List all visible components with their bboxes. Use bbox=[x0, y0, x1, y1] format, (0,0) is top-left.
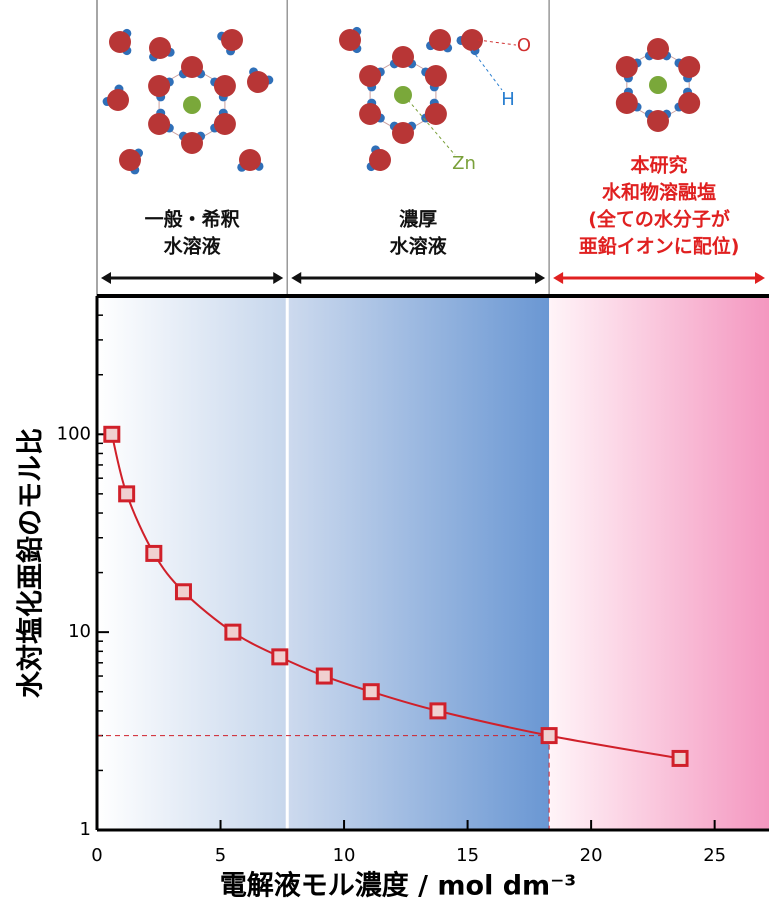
o-atom bbox=[425, 103, 447, 125]
o-atom bbox=[149, 37, 171, 59]
chart: 電解液モル濃度 / mol dm⁻³ 水対塩化亜鉛のモル比 一般・希釈水溶液 濃厚… bbox=[0, 0, 769, 914]
o-atom bbox=[119, 149, 141, 171]
y-tick-label: 100 bbox=[57, 423, 91, 444]
data-point bbox=[364, 685, 378, 699]
data-point bbox=[120, 487, 134, 501]
o-atom bbox=[678, 56, 700, 78]
o-atom bbox=[214, 75, 236, 97]
x-tick-label: 20 bbox=[580, 845, 603, 866]
x-tick-label: 25 bbox=[703, 845, 726, 866]
o-atom bbox=[109, 31, 131, 53]
o-atom bbox=[647, 110, 669, 132]
o-atom bbox=[392, 122, 414, 144]
o-atom bbox=[339, 29, 361, 51]
o-atom bbox=[148, 113, 170, 135]
o-atom bbox=[359, 65, 381, 87]
o-atom bbox=[239, 149, 261, 171]
x-tick-label: 10 bbox=[333, 845, 356, 866]
region-label: 濃厚 bbox=[399, 209, 437, 231]
o-atom bbox=[107, 89, 129, 111]
region-label: 水溶液 bbox=[164, 235, 222, 258]
data-point bbox=[273, 650, 287, 664]
o-atom bbox=[369, 149, 391, 171]
o-atom bbox=[214, 113, 236, 135]
x-tick-label: 0 bbox=[91, 845, 102, 866]
data-point bbox=[317, 669, 331, 683]
zn-atom bbox=[183, 96, 201, 114]
o-atom bbox=[181, 132, 203, 154]
data-point bbox=[673, 751, 687, 765]
o-atom bbox=[616, 56, 638, 78]
region-label: 水和物溶融塩 bbox=[602, 181, 716, 204]
o-atom bbox=[148, 75, 170, 97]
x-tick-label: 5 bbox=[215, 845, 226, 866]
o-atom bbox=[616, 92, 638, 114]
x-axis-label: 電解液モル濃度 / mol dm⁻³ bbox=[220, 870, 577, 902]
o-atom bbox=[221, 29, 243, 51]
data-point bbox=[542, 729, 556, 743]
data-point bbox=[431, 704, 445, 718]
region-label: 亜鉛イオンに配位) bbox=[579, 235, 740, 258]
guide bbox=[472, 50, 502, 90]
guide bbox=[478, 40, 516, 45]
data-point bbox=[147, 546, 161, 560]
region-label: (全ての水分子が bbox=[588, 208, 730, 231]
data-point bbox=[105, 427, 119, 441]
o-atom bbox=[425, 65, 447, 87]
data-point bbox=[176, 585, 190, 599]
o-atom bbox=[359, 103, 381, 125]
data-point bbox=[226, 625, 240, 639]
o-atom bbox=[247, 71, 269, 93]
y-tick-label: 10 bbox=[68, 621, 91, 642]
o-atom bbox=[181, 56, 203, 78]
atom-label: H bbox=[501, 89, 515, 110]
region-label: 本研究 bbox=[631, 154, 688, 177]
o-atom bbox=[647, 38, 669, 60]
region-label: 一般・希釈 bbox=[145, 208, 241, 231]
atom-label: Zn bbox=[452, 153, 476, 174]
region-band bbox=[549, 296, 769, 830]
o-atom bbox=[678, 92, 700, 114]
x-tick-label: 15 bbox=[456, 845, 479, 866]
region-band bbox=[287, 296, 549, 830]
o-atom bbox=[392, 46, 414, 68]
region-label: 水溶液 bbox=[390, 235, 448, 258]
molecule-illustrations bbox=[103, 27, 701, 175]
o-atom bbox=[429, 29, 451, 51]
y-tick-label: 1 bbox=[80, 819, 91, 840]
regions bbox=[97, 296, 769, 830]
y-axis-label: 水対塩化亜鉛のモル比 bbox=[15, 428, 47, 698]
region-band bbox=[97, 296, 287, 830]
atom-label: O bbox=[517, 35, 531, 56]
zn-atom bbox=[649, 76, 667, 94]
